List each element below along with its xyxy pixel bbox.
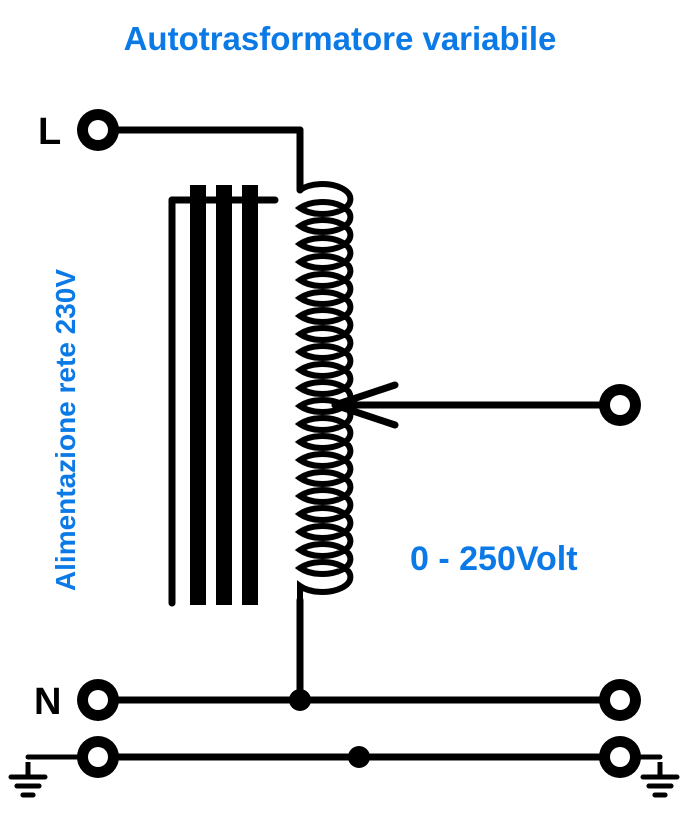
terminal-output-neutral <box>599 679 641 721</box>
label-N: N <box>34 681 61 723</box>
node-junction-n <box>289 689 311 711</box>
ground-symbol-left <box>11 777 45 795</box>
winding-coil <box>300 184 350 605</box>
transformer-core <box>190 185 258 605</box>
node-junction-ground <box>348 746 370 768</box>
side-label: Alimentazione rete 230V <box>50 269 81 591</box>
terminal-N <box>77 679 119 721</box>
output-range: 0 - 250Volt <box>410 540 578 578</box>
terminal-output-hot <box>599 384 641 426</box>
terminal-ground-left <box>77 736 119 778</box>
label-L: L <box>38 111 61 153</box>
terminal-L <box>77 109 119 151</box>
ground-symbol-right <box>643 777 677 795</box>
terminal-ground-right <box>599 736 641 778</box>
title: Autotrasformatore variabile <box>124 20 557 57</box>
